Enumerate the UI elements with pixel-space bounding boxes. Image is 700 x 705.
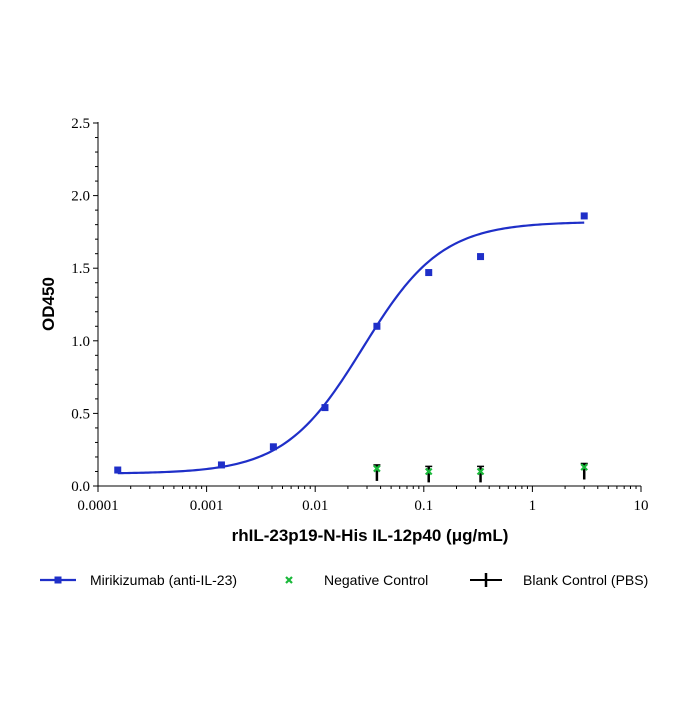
fit-curve-mirikizumab: [117, 221, 585, 475]
fit-curve-group: [117, 221, 585, 475]
mirikizumab-point: [217, 461, 225, 469]
negative-control-stroke: [580, 463, 588, 471]
x-tick-label: 10: [634, 498, 649, 514]
mirikizumab-point: [580, 212, 588, 220]
mirikizumab-point: [321, 404, 329, 412]
negative-control-point: [580, 463, 588, 471]
negative-control-point: [373, 464, 381, 473]
x-tick-label: 0.001: [190, 498, 224, 514]
axes: [97, 122, 641, 487]
negative-control-stroke: [476, 467, 485, 476]
data-points: [114, 212, 588, 483]
legend-marker-negative: [285, 576, 293, 584]
legend-label-mirikizumab: Mirikizumab (anti-IL-23): [90, 572, 237, 588]
mirikizumab-point: [114, 466, 122, 474]
y-tick-label: 1.0: [71, 334, 90, 350]
negative-control-point: [476, 467, 485, 476]
negative-control-point: [424, 467, 433, 476]
legend-label-blank: Blank Control (PBS): [523, 572, 648, 588]
mirikizumab-point: [425, 269, 433, 277]
x-tick-label: 0.01: [302, 498, 328, 514]
y-axis-label: OD450: [39, 277, 58, 331]
mirikizumab-point: [269, 443, 277, 451]
legend: Mirikizumab (anti-IL-23) Negative Control…: [40, 572, 648, 588]
mirikizumab-point: [477, 253, 485, 261]
negative-control-stroke: [424, 467, 433, 476]
y-tick-label: 0.5: [71, 406, 90, 422]
x-axis-label: rhIL-23p19-N-His IL-12p40 (μg/mL): [232, 526, 509, 545]
y-tick-label: 2.5: [71, 116, 90, 132]
negative-control-stroke: [373, 464, 381, 473]
mirikizumab-point: [373, 322, 381, 330]
x-tick-label: 0.1: [414, 498, 433, 514]
x-tick-label: 0.0001: [77, 498, 118, 514]
x-tick-label: 1: [529, 498, 537, 514]
tick-marks: 0.0 0.5 1.0 1.5 2.0 2.5 0.0001 0.001 0.01 0.1 1 10: [71, 116, 648, 514]
legend-label-negative: Negative Control: [324, 572, 428, 588]
y-tick-label: 2.0: [71, 189, 90, 205]
legend-marker-mirikizumab: [54, 576, 62, 584]
y-tick-label: 0.0: [71, 479, 90, 495]
y-tick-label: 1.5: [71, 261, 90, 277]
